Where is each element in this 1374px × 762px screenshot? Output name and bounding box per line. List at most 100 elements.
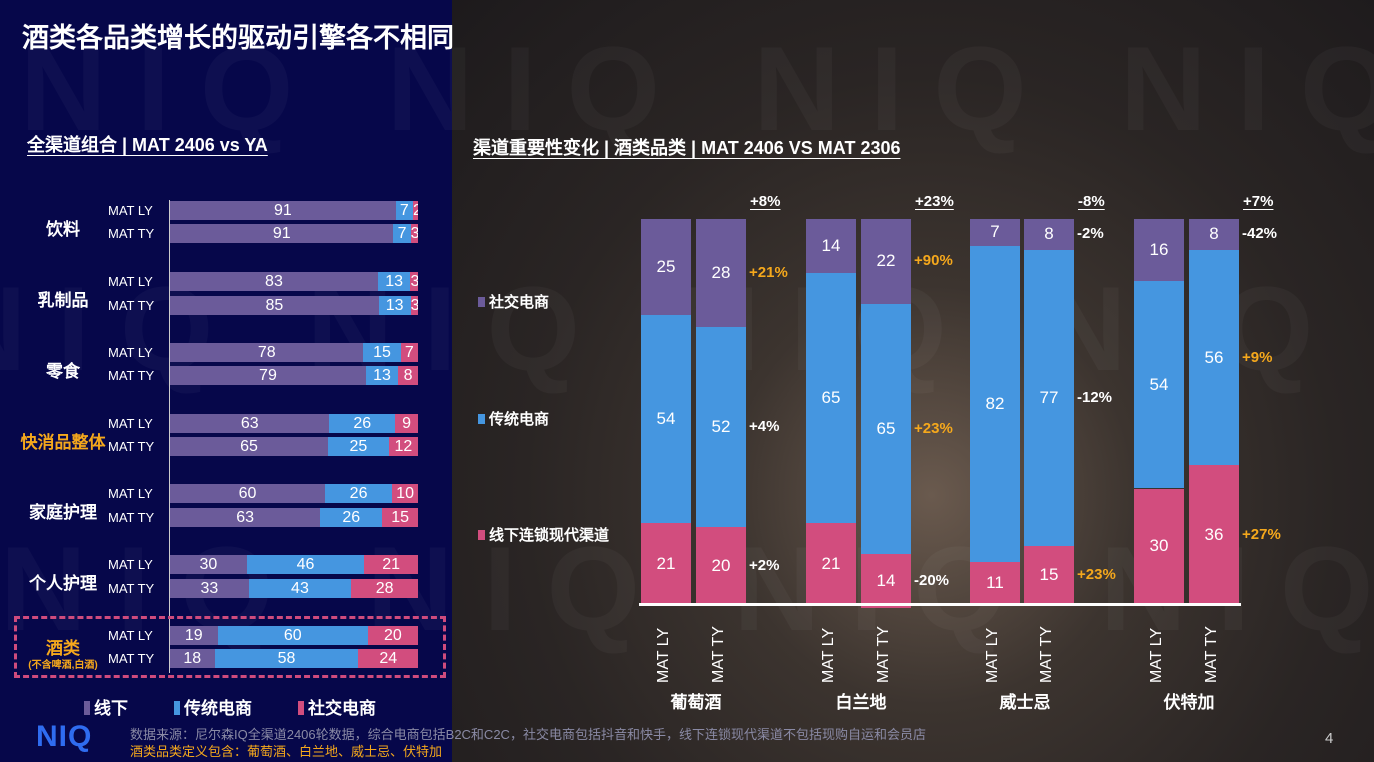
change-label: -42% — [1242, 225, 1278, 243]
bar-segment: 13 — [377, 272, 411, 291]
category-label: 快消品整体 — [20, 433, 106, 452]
column-segment-social: 8 — [1189, 219, 1239, 250]
legend-ecom: 传统电商 — [174, 694, 252, 719]
bar-segment: 25 — [328, 437, 389, 456]
bar-segment: 63 — [170, 414, 330, 433]
legend-swatch — [478, 414, 485, 424]
change-label: +23% — [914, 419, 953, 437]
group-name: 白兰地 — [835, 693, 887, 712]
column-label: MAT LY — [655, 627, 672, 683]
page-title: 酒类各品类增长的驱动引擎各不相同 — [22, 23, 454, 53]
change-label: -12% — [1077, 389, 1113, 407]
bar-segment: 9 — [395, 414, 418, 433]
column-segment-social: 22 — [861, 219, 911, 304]
series-label-social: 社交电商 — [478, 291, 549, 312]
change-label: +4% — [749, 417, 780, 435]
legend-label: 传统电商 — [184, 699, 252, 718]
column-segment-offline: 20 — [696, 527, 746, 604]
bar-segment: 8 — [398, 366, 418, 385]
row-label: MAT TY — [108, 510, 155, 525]
bar-segment: 26 — [320, 508, 383, 527]
row-label: MAT TY — [108, 581, 155, 596]
legend-swatch — [478, 530, 485, 540]
legend-swatch — [298, 701, 304, 715]
column-segment-social: 14 — [806, 219, 856, 273]
column-label: MAT TY — [1038, 626, 1055, 683]
liquor-highlight-box — [14, 616, 446, 678]
bar-segment: 3 — [410, 224, 418, 243]
row-label: MAT LY — [108, 416, 153, 431]
bar-segment: 83 — [170, 272, 378, 291]
change-label: +23% — [1077, 566, 1116, 584]
bar-segment: 13 — [365, 366, 399, 385]
column-segment-ecom: 56 — [1189, 249, 1239, 466]
bar-segment: 79 — [170, 366, 366, 385]
bar-segment: 28 — [351, 579, 418, 598]
bar-segment: 60 — [217, 626, 368, 645]
legend-swatch — [174, 701, 180, 715]
column-segment-ecom: 77 — [1024, 249, 1074, 547]
bar-segment: 3 — [410, 296, 418, 315]
row-label: MAT TY — [108, 651, 155, 666]
change-label: +2% — [749, 556, 780, 574]
category-label: 家庭护理 — [29, 503, 97, 522]
legend-label: 社交电商 — [308, 699, 376, 718]
legend-label: 线下 — [94, 699, 128, 718]
series-label-offline: 线下连锁现代渠道 — [478, 524, 609, 545]
row-label: MAT LY — [108, 274, 153, 289]
column-segment-social: 7 — [970, 219, 1020, 246]
group-name: 伏特加 — [1163, 693, 1215, 712]
niq-logo: NIQ — [36, 720, 93, 753]
change-label: +9% — [1242, 348, 1273, 366]
left-section-heading: 全渠道组合 | MAT 2406 vs YA — [27, 135, 268, 155]
left-axis-line — [169, 200, 170, 673]
row-label: MAT LY — [108, 486, 153, 501]
group-name: 葡萄酒 — [670, 693, 722, 712]
column-label: MAT LY — [1148, 627, 1165, 683]
change-label: -20% — [914, 571, 950, 589]
column-segment-offline: 30 — [1134, 488, 1184, 604]
column-segment-social: 16 — [1134, 219, 1184, 281]
category-label: 乳制品 — [37, 291, 89, 310]
column-segment-ecom: 54 — [1134, 280, 1184, 489]
column-segment-offline: 36 — [1189, 465, 1239, 604]
bar-segment: 20 — [367, 626, 418, 645]
bar-segment: 58 — [214, 649, 359, 668]
column-segment-offline: 21 — [806, 523, 856, 604]
series-label-text: 传统电商 — [489, 411, 550, 428]
bar-segment: 10 — [392, 484, 418, 503]
page-number: 4 — [1325, 730, 1334, 747]
row-label: MAT LY — [108, 628, 153, 643]
bar-segment: 63 — [170, 508, 321, 527]
row-label: MAT LY — [108, 345, 153, 360]
column-segment-ecom: 82 — [970, 245, 1020, 562]
row-label: MAT TY — [108, 439, 155, 454]
group-total-change: +8% — [750, 193, 781, 210]
category-label: 个人护理 — [29, 574, 97, 593]
bar-segment: 3 — [410, 272, 418, 291]
column-label: MAT TY — [710, 626, 727, 683]
bar-segment: 60 — [170, 484, 325, 503]
group-name: 威士忌 — [999, 693, 1051, 712]
change-label: +21% — [749, 263, 788, 281]
bar-segment: 18 — [170, 649, 215, 668]
column-segment-social: 28 — [696, 219, 746, 327]
category-label: 零食 — [46, 362, 80, 381]
row-label: MAT LY — [108, 203, 153, 218]
column-segment-social: 25 — [641, 219, 691, 316]
right-section-heading: 渠道重要性变化 | 酒类品类 | MAT 2406 VS MAT 2306 — [473, 138, 901, 158]
bar-segment: 7 — [395, 201, 414, 220]
column-segment-ecom: 65 — [861, 303, 911, 554]
bar-segment: 26 — [329, 414, 396, 433]
series-label-ecom: 传统电商 — [478, 408, 549, 429]
column-label: MAT LY — [820, 627, 837, 683]
legend-offline: 线下 — [84, 694, 128, 719]
change-label: +27% — [1242, 525, 1281, 543]
bar-segment: 7 — [393, 224, 411, 243]
group-total-change: -8% — [1078, 193, 1105, 210]
change-label: +90% — [914, 252, 953, 270]
bar-segment: 26 — [325, 484, 393, 503]
column-segment-ecom: 52 — [696, 326, 746, 527]
category-definition-note: 酒类品类定义包含：葡萄酒、白兰地、威士忌、伏特加 — [130, 744, 443, 759]
data-source-note: 数据来源：尼尔森IQ全渠道2406轮数据，综合电商包括B2C和C2C，社交电商包… — [130, 727, 926, 742]
